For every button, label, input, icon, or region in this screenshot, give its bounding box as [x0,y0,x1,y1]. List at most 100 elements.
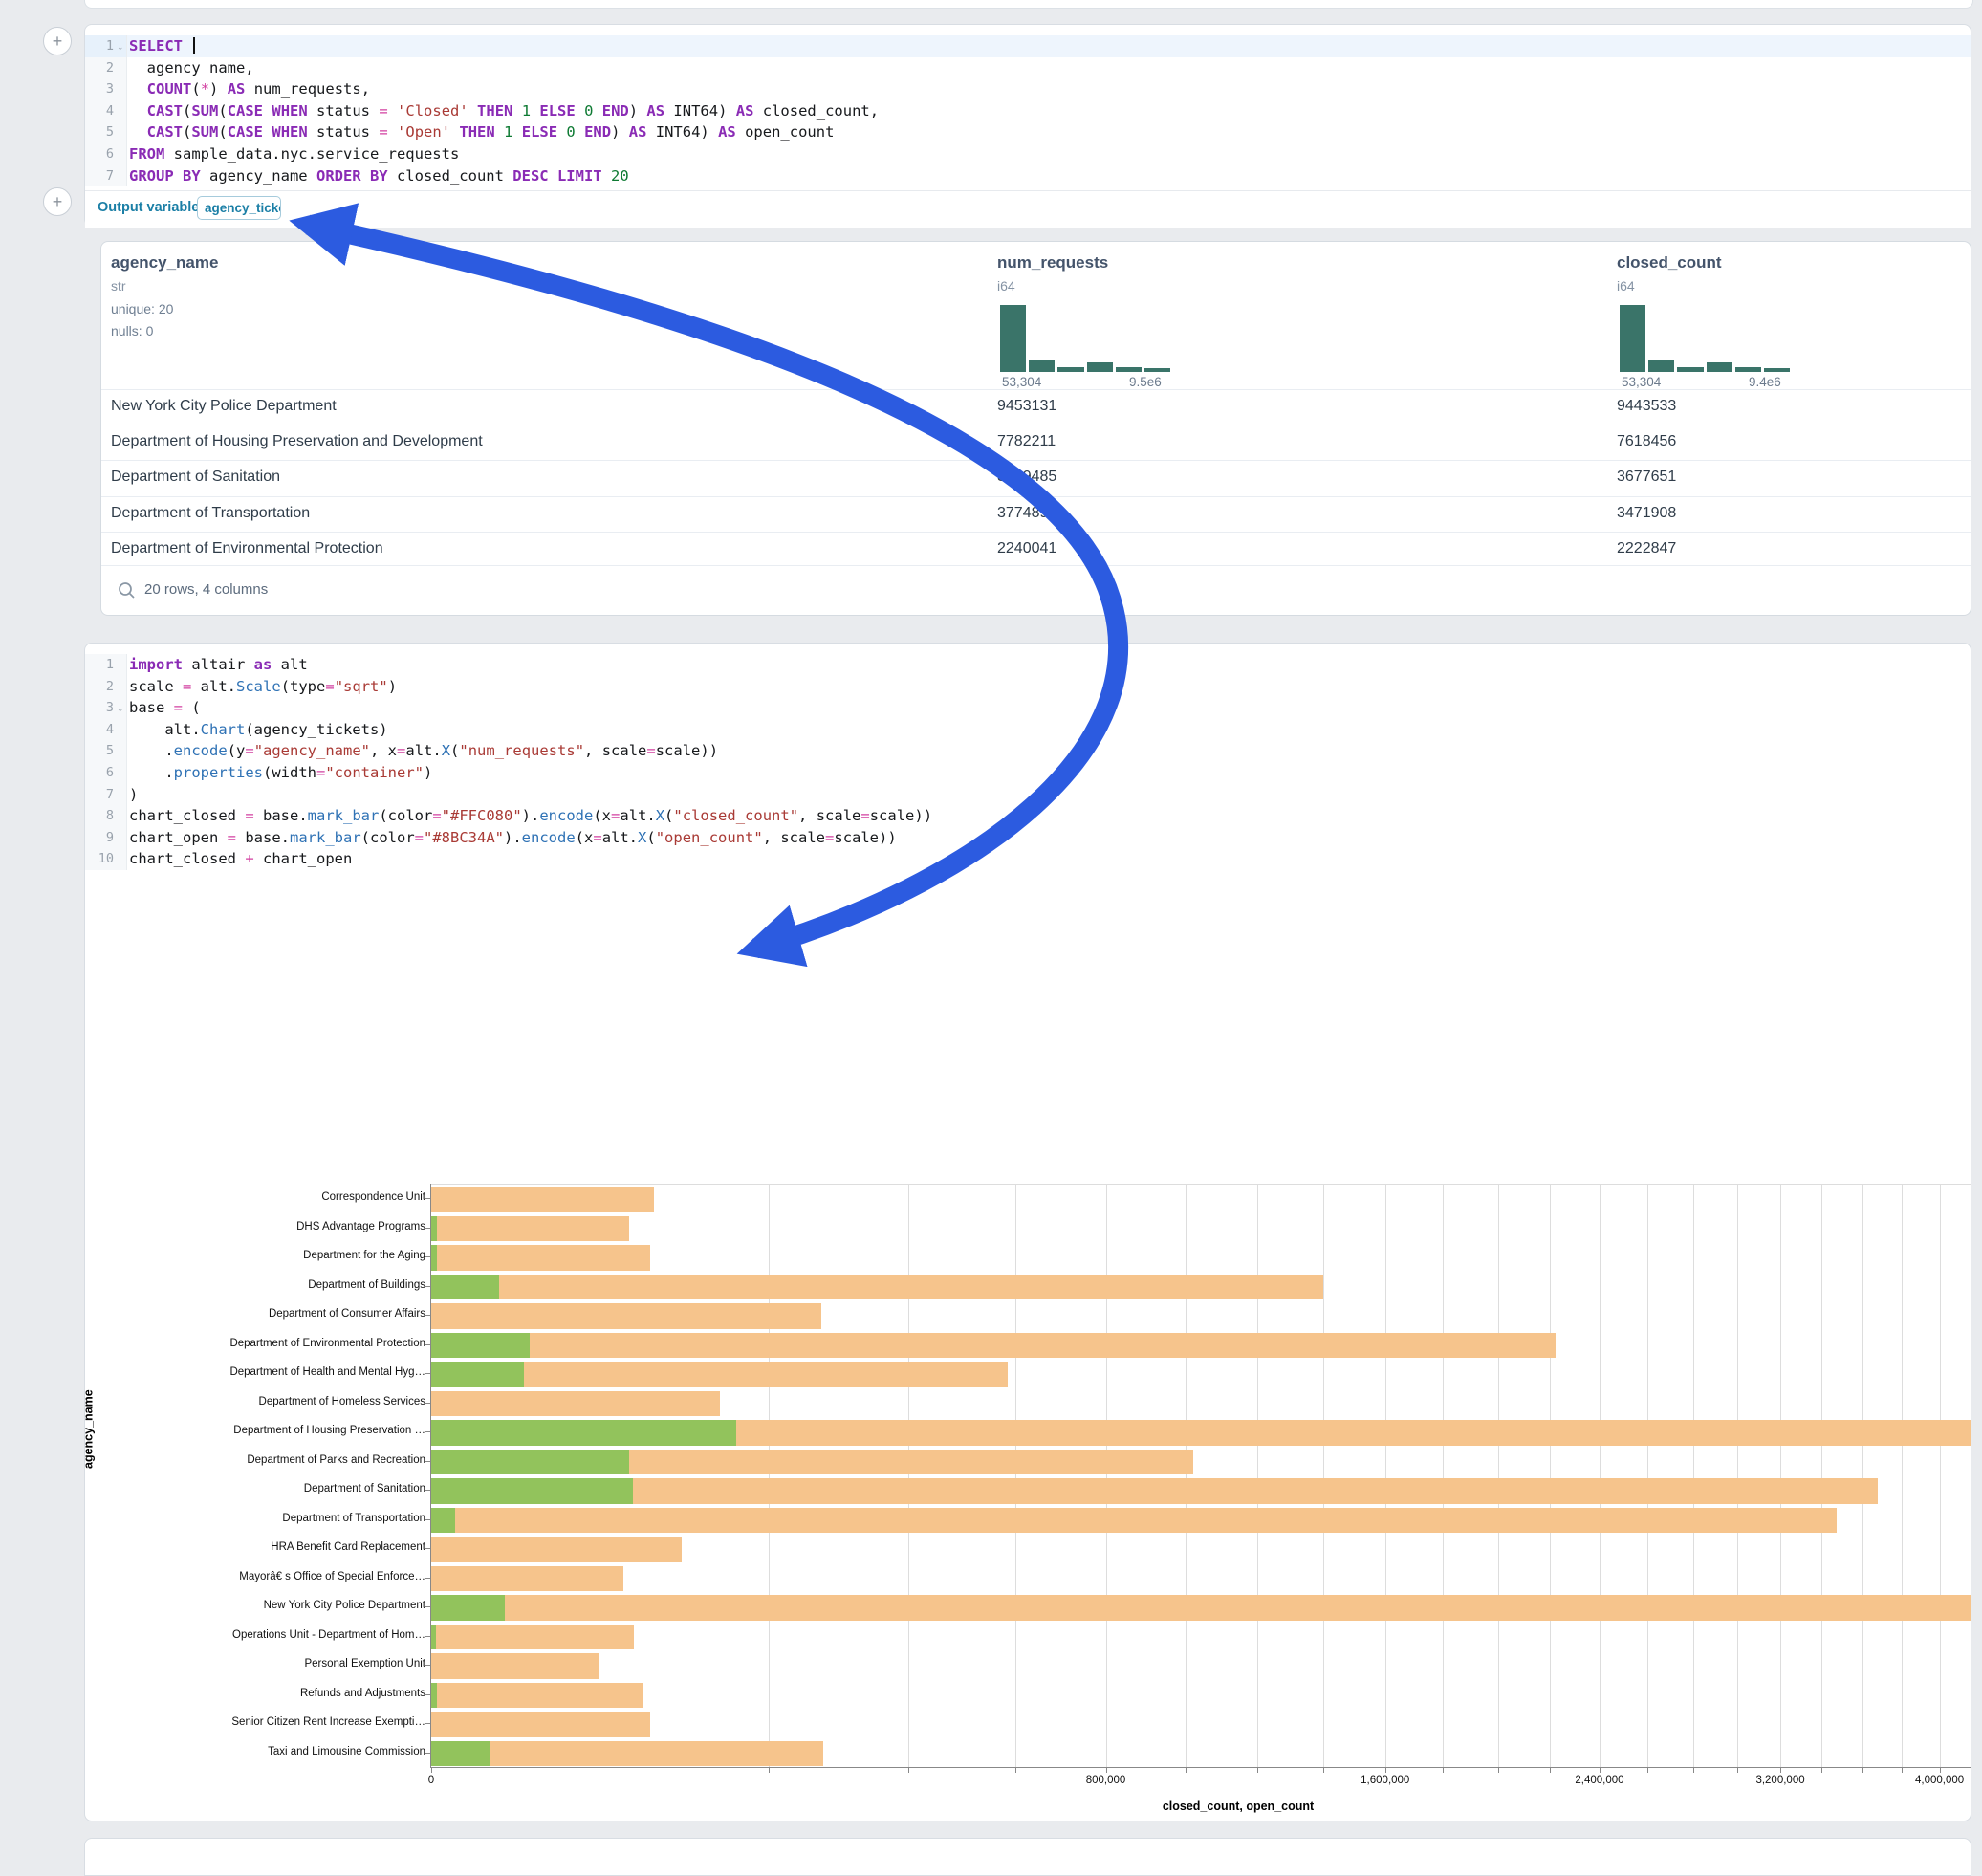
table-footer: 20 rows, 4 columns [101,565,1971,615]
histogram-bar [1116,367,1142,372]
column-type-closed-count: i64 [1617,278,1635,294]
code-text: .properties(width="container") [129,762,1971,784]
line-number: 10 [85,848,127,870]
x-axis-tick-label: 1,600,000 [1361,1775,1409,1786]
code-line[interactable]: 4 alt.Chart(agency_tickets) [85,719,1971,741]
line-number: 7 [85,165,127,187]
column-stat-unique: unique: 20 [111,301,173,316]
table-row[interactable]: Department of Environmental Protection22… [101,532,1971,567]
gridline [1498,1185,1499,1768]
gridline [1323,1185,1324,1768]
table-row[interactable]: Department of Sanitation37494853677651 [101,460,1971,495]
x-axis-title: closed_count, open_count [1163,1800,1314,1813]
y-axis-category-label: Mayorâ€ s Office of Special Enforce… [239,1571,425,1582]
closed_count-bar [431,1245,650,1271]
open_count-bar [431,1741,490,1767]
table-cell: Department of Sanitation [111,469,280,486]
code-line[interactable]: 4 CAST(SUM(CASE WHEN status = 'Closed' T… [85,100,1971,122]
code-line[interactable]: 8chart_closed = base.mark_bar(color="#FF… [85,805,1971,827]
histogram-bar [1707,362,1732,372]
results-table: agency_name str unique: 20 nulls: 0 num_… [100,241,1971,616]
closed_count-bar [431,1216,629,1242]
line-number: 6 [85,143,127,165]
code-text: chart_closed = base.mark_bar(color="#FFC… [129,805,1971,827]
code-line[interactable]: 6 .properties(width="container") [85,762,1971,784]
gridline [908,1185,909,1768]
open_count-bar [431,1275,499,1300]
code-line[interactable]: 7GROUP BY agency_name ORDER BY closed_co… [85,165,1971,187]
line-number: 2 [85,676,127,698]
closed-count-hist-min: 53,304 [1622,375,1661,389]
y-axis-category-label: DHS Advantage Programs [296,1221,425,1232]
output-variable-pill[interactable]: agency_tickets [197,196,281,220]
row-count-summary: 20 rows, 4 columns [144,581,268,598]
collapse-chevron-icon[interactable]: ⌄ [117,36,124,58]
x-axis-line [431,1767,1971,1768]
table-cell: 7782211 [997,433,1056,450]
code-line[interactable]: 1import altair as alt [85,654,1971,676]
closed_count-bar [431,1683,643,1709]
output-variable-label: Output variable: [98,200,204,215]
gridline [1443,1185,1444,1768]
code-line[interactable]: 9chart_open = base.mark_bar(color="#8BC3… [85,827,1971,849]
next-cell-fragment [84,1838,1971,1876]
line-number: 4 [85,719,127,741]
table-row[interactable]: Department of Transportation377489234719… [101,496,1971,532]
code-line[interactable]: 1⌄SELECT [85,35,1971,57]
x-axis-tick [1693,1768,1694,1773]
code-line[interactable]: 5 CAST(SUM(CASE WHEN status = 'Open' THE… [85,121,1971,143]
code-text: SELECT [129,35,1971,57]
add-cell-button-below-sql[interactable]: + [43,187,72,216]
code-line[interactable]: 10chart_closed + chart_open [85,848,1971,870]
column-header-agency-name[interactable]: agency_name [111,253,218,273]
code-text: ) [129,784,1971,806]
table-cell: 3749485 [997,469,1056,486]
code-text: agency_name, [129,57,1971,79]
line-number: 1 [85,654,127,676]
x-axis-tick [1186,1768,1187,1773]
code-line[interactable]: 2scale = alt.Scale(type="sqrt") [85,676,1971,698]
gridline [1600,1185,1601,1768]
line-number: 9 [85,827,127,849]
y-axis-category-label: HRA Benefit Card Replacement [271,1541,425,1553]
code-line[interactable]: 3⌄base = ( [85,697,1971,719]
y-axis-category-label: Department of Consumer Affairs [269,1308,425,1320]
column-header-num-requests[interactable]: num_requests [997,253,1108,273]
code-line[interactable]: 6FROM sample_data.nyc.service_requests [85,143,1971,165]
x-axis-tick [1600,1768,1601,1773]
gridline [1737,1185,1738,1768]
search-icon[interactable] [118,581,136,600]
x-axis-tick [1385,1768,1386,1773]
x-axis-tick-label: 0 [428,1775,434,1786]
line-number: 5 [85,740,127,762]
x-axis-tick-label: 2,400,000 [1575,1775,1623,1786]
line-number: 8 [85,805,127,827]
x-axis-tick [1323,1768,1324,1773]
code-text: chart_open = base.mark_bar(color="#8BC34… [129,827,1971,849]
notebook-page: { "sql_cell": { "lines": [ {"n":"1","che… [0,0,1982,1859]
code-line[interactable]: 2 agency_name, [85,57,1971,79]
code-line[interactable]: 7) [85,784,1971,806]
table-row[interactable]: New York City Police Department945313194… [101,389,1971,425]
column-stat-nulls: nulls: 0 [111,323,153,338]
table-row[interactable]: Department of Housing Preservation and D… [101,425,1971,460]
x-axis-tick [1443,1768,1444,1773]
add-cell-button-top[interactable]: + [43,27,72,55]
closed-count-hist-max: 9.4e6 [1749,375,1781,389]
code-line[interactable]: 5 .encode(y="agency_name", x=alt.X("num_… [85,740,1971,762]
open_count-bar [431,1595,505,1621]
y-axis-category-label: Refunds and Adjustments [300,1688,425,1699]
line-number: 7 [85,784,127,806]
code-text: alt.Chart(agency_tickets) [129,719,1971,741]
code-line[interactable]: 3 COUNT(*) AS num_requests, [85,78,1971,100]
gridline [769,1185,770,1768]
column-header-closed-count[interactable]: closed_count [1617,253,1722,273]
x-axis-tick [1015,1768,1016,1773]
table-cell: 3774892 [997,505,1056,522]
x-axis-tick [769,1768,770,1773]
code-text: CAST(SUM(CASE WHEN status = 'Closed' THE… [129,100,1971,122]
code-text: GROUP BY agency_name ORDER BY closed_cou… [129,165,1971,187]
collapse-chevron-icon[interactable]: ⌄ [117,698,124,720]
num-requests-histogram [1000,305,1170,372]
gridline [1106,1185,1107,1768]
